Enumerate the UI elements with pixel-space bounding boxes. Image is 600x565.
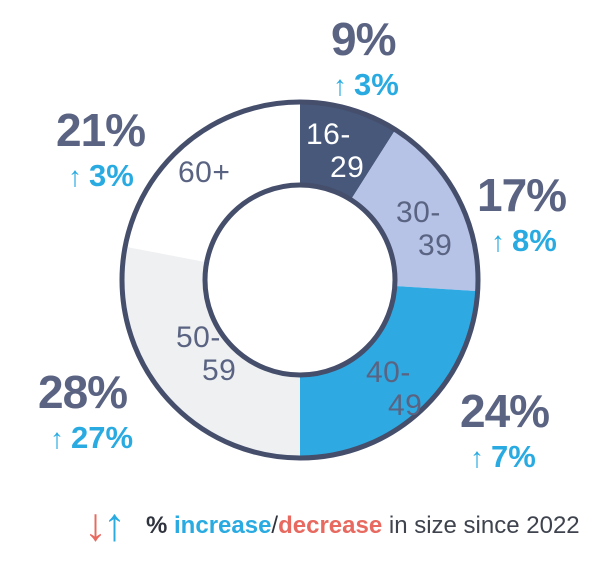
callout-16-29: 9% ↑ 3% [331,16,399,100]
donut-segment-30-39 [350,129,478,292]
legend-caption-part: % [146,512,175,539]
segment-label-40-49: 40- 49 [366,356,423,422]
change-value: ↑ 3% [333,67,399,102]
donut-inner-outline [202,182,398,378]
donut-segment-40-49 [300,285,478,459]
share-value: 24% [460,385,550,437]
up-arrow-icon: ↑ [470,442,484,473]
change-value: ↑ 3% [68,158,134,193]
callout-40-49: 24% ↑ 7% [460,385,550,474]
down-arrow-icon: ↓ [84,498,107,550]
legend-caption-part: increase [174,512,272,539]
legend-caption-part: in size since 2022 [382,512,580,539]
callout-30-39: 17% ↑ 8% [477,169,567,258]
change-value: ↑ 27% [50,420,134,455]
up-arrow-icon: ↑ [333,70,347,101]
segment-label-16-29: 16- 29 [306,118,365,184]
up-arrow-icon: ↑ [50,423,64,454]
share-value: 28% [38,366,128,418]
share-value: 17% [477,169,567,221]
donut-segment-16-29 [300,102,396,200]
callout-60plus: 21% ↑ 3% [56,104,146,193]
segment-label-50-59: 50- 59 [176,321,237,387]
change-value: ↑ 7% [470,439,536,474]
legend-caption-part: decrease [278,512,383,539]
up-arrow-icon: ↑ [68,161,82,192]
share-value: 21% [56,104,146,156]
legend: ↓ ↑ % increase/decrease in size since 20… [84,500,580,548]
segment-label-30-39: 30- 39 [396,196,453,262]
share-value: 9% [331,13,396,65]
legend-caption-part: / [271,512,279,539]
up-arrow-icon: ↑ [491,226,505,257]
up-arrow-icon: ↑ [103,498,126,550]
donut-segment-50-59 [122,246,300,458]
segment-label-60plus: 60+ [178,156,231,189]
donut-outer-outline [119,99,481,461]
legend-caption: % increase/decrease in size since 2022 [146,509,580,539]
callout-50-59: 28% ↑ 27% [38,369,133,453]
change-value: ↑ 8% [491,223,557,258]
legend-arrows: ↓ ↑ [84,500,126,548]
donut-segment-60+ [125,102,301,263]
